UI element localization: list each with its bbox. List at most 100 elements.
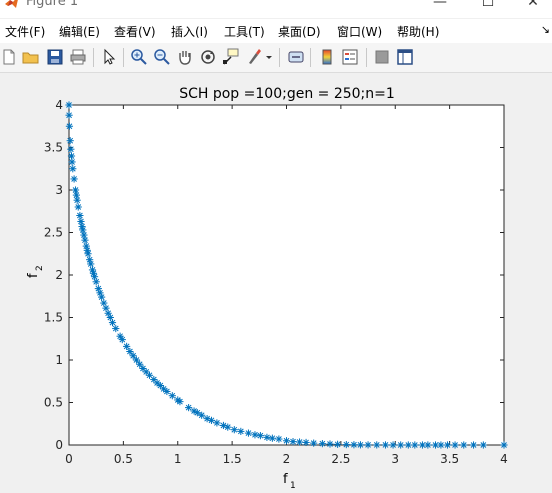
data-point [67,152,76,160]
menu-file[interactable]: 文件(F) [5,25,46,39]
y-axis-label: f 2 [26,265,45,278]
axes-background [68,104,505,446]
data-point [163,387,171,396]
legend-icon[interactable] [341,48,359,66]
data-point [66,137,74,145]
y-tick-label: 1 [55,353,63,367]
menu-edit[interactable]: 编辑(E) [59,25,100,39]
data-point [350,441,358,449]
window-titlebar: Figure 1 — ☐ ✕ [0,0,552,18]
matlab-logo-icon [5,0,18,8]
data-point [112,324,120,333]
data-point [411,441,419,449]
data-point [84,250,92,258]
y-tick-label: 2 [55,268,63,282]
y-tick-label: 0 [55,438,63,452]
x-axis-label-subscript: 1 [290,481,296,491]
y-tick-label: 0.5 [44,396,63,410]
zoom-in-icon[interactable] [130,48,148,66]
data-series [65,101,508,449]
data-point [65,122,74,130]
data-point [275,435,283,443]
data-point [397,441,405,449]
figure-toolbar [0,43,552,73]
data-point [256,432,264,440]
data-point [88,266,97,274]
brush-dropdown-icon[interactable] [264,48,274,66]
print-icon[interactable] [69,48,87,66]
data-point [302,438,310,447]
data-point [168,392,176,400]
x-tick-label: 0.5 [114,452,133,466]
pan-hand-icon[interactable] [176,48,194,66]
data-point [69,165,77,173]
data-point [145,371,154,379]
rotate-3d-icon[interactable] [199,48,217,66]
data-point [77,217,85,226]
maximize-button[interactable]: ☐ [481,0,495,10]
menu-view[interactable]: 查看(V) [114,25,156,39]
toolbar-separator [310,48,311,67]
x-tick-label: 0 [65,452,73,466]
data-point [92,278,100,286]
window-title: Figure 1 [26,0,79,9]
toolbar-separator [279,48,280,67]
data-point [81,236,89,244]
menu-window[interactable]: 窗口(W) [337,25,383,39]
data-point [136,360,144,368]
data-point [244,429,253,437]
figure-canvas: SCH pop =100;gen = 250;n=1 0 0.5 1 1.5 2 2.5 3… [0,73,552,493]
data-point [364,441,372,449]
data-point [263,433,271,441]
data-point [326,440,334,448]
menu-dock-arrow-icon[interactable]: ↘ [540,23,550,36]
x-axis: 0 0.5 1 1.5 2 2.5 3 3.5 4 [65,105,508,466]
data-point [310,439,318,447]
data-point [437,441,445,449]
pointer-icon[interactable] [100,48,118,66]
data-point [198,411,206,419]
y-axis-label-main: f [26,273,41,278]
x-tick-label: 4 [500,452,508,466]
x-tick-label: 1.5 [223,452,242,466]
data-point [65,101,73,109]
zoom-out-icon[interactable] [153,48,171,66]
colorbar-icon[interactable] [318,48,336,66]
data-point [73,196,81,204]
brush-icon[interactable] [245,48,263,66]
data-point [74,203,82,211]
toolbar-separator [366,48,367,67]
data-point [251,431,259,439]
menu-insert[interactable]: 插入(I) [171,25,208,39]
chart-title: SCH pop =100;gen = 250;n=1 [179,86,395,102]
data-point [126,347,134,356]
data-point [404,441,412,449]
data-cursor-icon[interactable] [222,48,240,66]
data-point [213,419,221,427]
data-point [460,441,468,449]
menu-desktop[interactable]: 桌面(D) [278,25,321,39]
data-point [118,336,126,344]
y-tick-label: 1.5 [44,311,63,325]
data-point [79,226,87,234]
scatter-plot[interactable]: SCH pop =100;gen = 250;n=1 0 0.5 1 1.5 2 2.5 3… [0,73,552,493]
menu-help[interactable]: 帮助(H) [397,25,440,39]
data-point [185,404,193,412]
hide-plot-tools-icon[interactable] [373,48,391,66]
x-tick-label: 2.5 [331,452,350,466]
show-plot-tools-icon[interactable] [396,48,414,66]
data-point [72,191,80,199]
new-figure-icon[interactable] [0,48,18,66]
menu-tools[interactable]: 工具(T) [224,25,265,39]
link-plot-icon[interactable] [287,48,305,66]
data-point [123,342,131,350]
data-point [469,441,478,449]
menu-bar: 文件(F) 编辑(E) 查看(V) 插入(I) 工具(T) 桌面(D) 窗口(W… [0,19,552,43]
minimize-button[interactable]: — [433,0,447,10]
data-point [318,440,326,448]
toolbar-separator [123,48,124,67]
data-point [479,441,487,449]
save-icon[interactable] [46,48,64,66]
close-button[interactable]: ✕ [527,0,539,10]
open-file-icon[interactable] [22,48,40,66]
